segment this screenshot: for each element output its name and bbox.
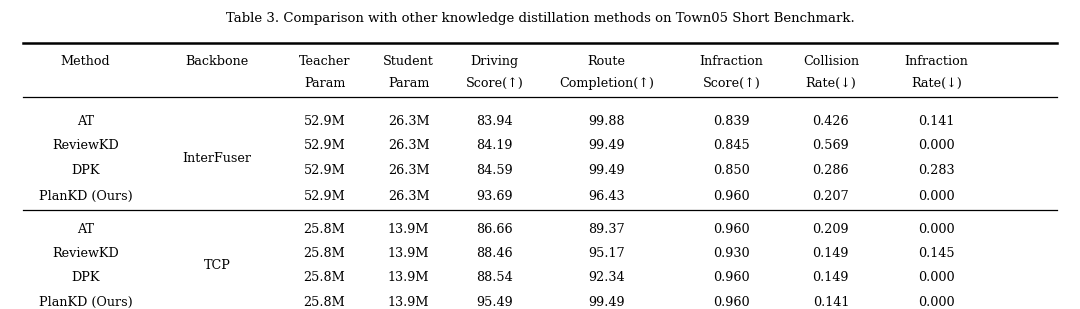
Text: 0.000: 0.000 — [918, 223, 955, 236]
Text: 0.000: 0.000 — [918, 139, 955, 152]
Text: 13.9M: 13.9M — [388, 223, 430, 236]
Text: InterFuser: InterFuser — [183, 152, 252, 165]
Text: 26.3M: 26.3M — [388, 115, 430, 128]
Text: DPK: DPK — [71, 271, 99, 284]
Text: AT: AT — [77, 223, 94, 236]
Text: Rate(↓): Rate(↓) — [806, 77, 856, 90]
Text: Completion(↑): Completion(↑) — [559, 77, 654, 90]
Text: 0.149: 0.149 — [812, 247, 849, 260]
Text: 99.49: 99.49 — [589, 296, 625, 309]
Text: 25.8M: 25.8M — [303, 296, 346, 309]
Text: Param: Param — [303, 77, 346, 90]
Text: Method: Method — [60, 55, 110, 69]
Text: 99.49: 99.49 — [589, 164, 625, 177]
Text: Teacher: Teacher — [299, 55, 350, 69]
Text: Driving: Driving — [471, 55, 518, 69]
Text: 0.960: 0.960 — [714, 190, 750, 203]
Text: Collision: Collision — [802, 55, 859, 69]
Text: Score(↑): Score(↑) — [465, 77, 524, 90]
Text: 96.43: 96.43 — [589, 190, 625, 203]
Text: Score(↑): Score(↑) — [703, 77, 760, 90]
Text: Rate(↓): Rate(↓) — [912, 77, 962, 90]
Text: 52.9M: 52.9M — [303, 115, 346, 128]
Text: 93.69: 93.69 — [476, 190, 513, 203]
Text: 0.960: 0.960 — [714, 223, 750, 236]
Text: 0.141: 0.141 — [812, 296, 849, 309]
Text: 25.8M: 25.8M — [303, 271, 346, 284]
Text: 0.000: 0.000 — [918, 190, 955, 203]
Text: PlanKD (Ours): PlanKD (Ours) — [39, 296, 132, 309]
Text: PlanKD (Ours): PlanKD (Ours) — [39, 190, 132, 203]
Text: 95.17: 95.17 — [589, 247, 625, 260]
Text: 13.9M: 13.9M — [388, 247, 430, 260]
Text: 0.960: 0.960 — [714, 271, 750, 284]
Text: 0.209: 0.209 — [812, 223, 849, 236]
Text: ReviewKD: ReviewKD — [52, 139, 119, 152]
Text: 99.49: 99.49 — [589, 139, 625, 152]
Text: 0.145: 0.145 — [918, 247, 955, 260]
Text: 52.9M: 52.9M — [303, 164, 346, 177]
Text: Infraction: Infraction — [700, 55, 764, 69]
Text: AT: AT — [77, 115, 94, 128]
Text: 0.141: 0.141 — [918, 115, 955, 128]
Text: Table 3. Comparison with other knowledge distillation methods on Town05 Short Be: Table 3. Comparison with other knowledge… — [226, 12, 854, 25]
Text: 25.8M: 25.8M — [303, 223, 346, 236]
Text: 0.930: 0.930 — [714, 247, 750, 260]
Text: TCP: TCP — [203, 259, 230, 272]
Text: 26.3M: 26.3M — [388, 190, 430, 203]
Text: 83.94: 83.94 — [476, 115, 513, 128]
Text: Infraction: Infraction — [904, 55, 969, 69]
Text: 0.283: 0.283 — [918, 164, 955, 177]
Text: 52.9M: 52.9M — [303, 139, 346, 152]
Text: 99.88: 99.88 — [589, 115, 625, 128]
Text: Backbone: Backbone — [185, 55, 248, 69]
Text: 0.286: 0.286 — [812, 164, 849, 177]
Text: 0.207: 0.207 — [812, 190, 849, 203]
Text: Student: Student — [383, 55, 434, 69]
Text: 88.54: 88.54 — [476, 271, 513, 284]
Text: ReviewKD: ReviewKD — [52, 247, 119, 260]
Text: 0.960: 0.960 — [714, 296, 750, 309]
Text: 0.839: 0.839 — [714, 115, 750, 128]
Text: 26.3M: 26.3M — [388, 164, 430, 177]
Text: 25.8M: 25.8M — [303, 247, 346, 260]
Text: 86.66: 86.66 — [476, 223, 513, 236]
Text: 84.59: 84.59 — [476, 164, 513, 177]
Text: 0.000: 0.000 — [918, 296, 955, 309]
Text: 13.9M: 13.9M — [388, 271, 430, 284]
Text: 95.49: 95.49 — [476, 296, 513, 309]
Text: 92.34: 92.34 — [589, 271, 625, 284]
Text: 88.46: 88.46 — [476, 247, 513, 260]
Text: 0.149: 0.149 — [812, 271, 849, 284]
Text: 0.569: 0.569 — [812, 139, 849, 152]
Text: 0.426: 0.426 — [812, 115, 849, 128]
Text: 13.9M: 13.9M — [388, 296, 430, 309]
Text: 52.9M: 52.9M — [303, 190, 346, 203]
Text: 0.850: 0.850 — [714, 164, 751, 177]
Text: 0.845: 0.845 — [714, 139, 751, 152]
Text: 84.19: 84.19 — [476, 139, 513, 152]
Text: 26.3M: 26.3M — [388, 139, 430, 152]
Text: DPK: DPK — [71, 164, 99, 177]
Text: 89.37: 89.37 — [589, 223, 625, 236]
Text: 0.000: 0.000 — [918, 271, 955, 284]
Text: Route: Route — [588, 55, 625, 69]
Text: Param: Param — [388, 77, 429, 90]
